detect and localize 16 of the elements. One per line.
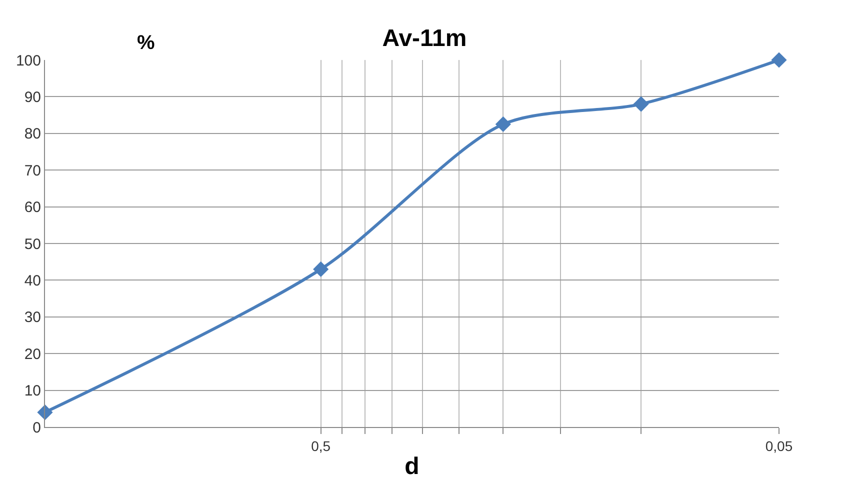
y-tick-label: 30	[24, 309, 41, 326]
x-axis-title: d	[404, 453, 420, 480]
chart-title: Av-11m	[382, 25, 467, 52]
y-tick-label: 90	[24, 88, 41, 106]
y-tick-label: 80	[24, 126, 41, 143]
x-tick-label: 0,05	[765, 438, 793, 454]
y-tick-label: 20	[24, 346, 41, 363]
y-tick-label: 70	[24, 162, 41, 180]
y-tick-label: 50	[24, 236, 41, 253]
y-axis-title: %	[137, 32, 155, 54]
x-tick-label: 0,5	[311, 438, 331, 454]
y-tick-label: 40	[24, 272, 41, 290]
y-tick-label: 10	[24, 382, 41, 400]
y-tick-label: 60	[24, 199, 41, 216]
y-tick-label: 100	[16, 52, 41, 70]
y-tick-label: 0	[32, 419, 41, 436]
